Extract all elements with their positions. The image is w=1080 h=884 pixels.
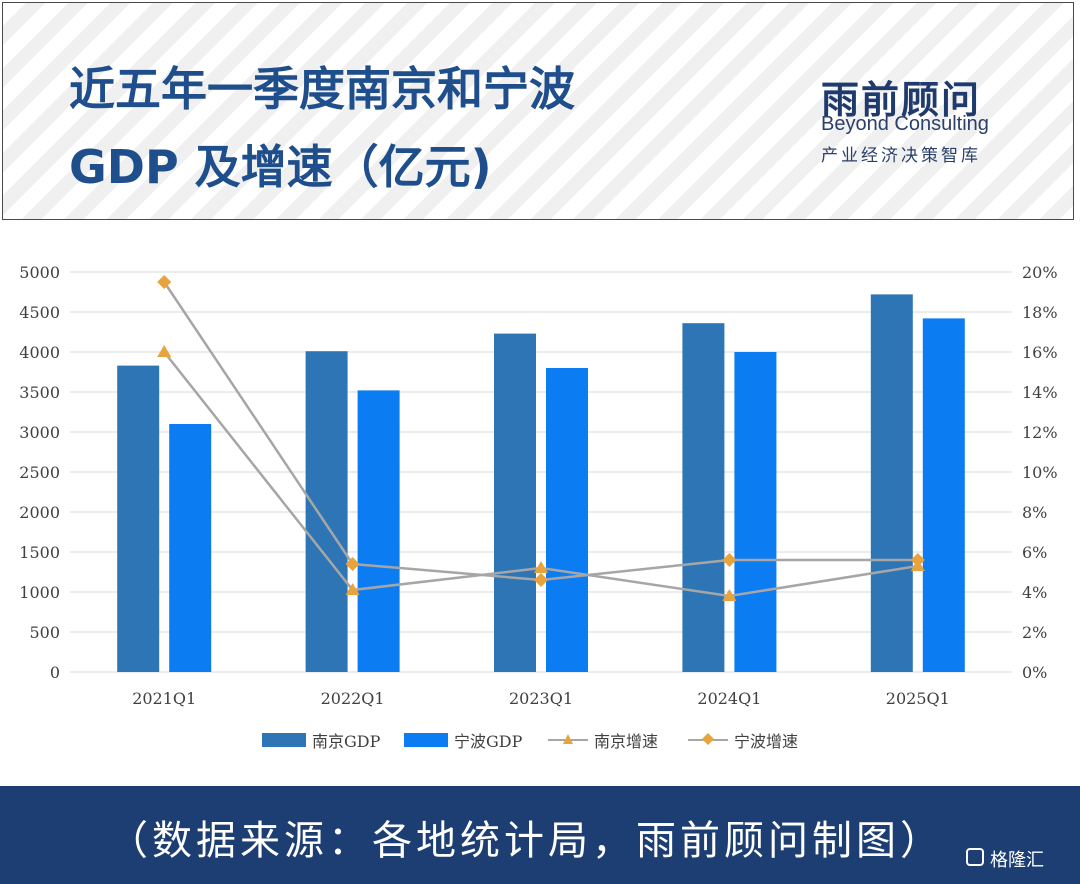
legend-item-nanjing-gdp: 南京GDP	[262, 728, 380, 752]
y-left-tick-label: 0	[50, 663, 60, 682]
marker-nanjing-growth	[722, 589, 737, 601]
marker-ningbo-growth	[157, 275, 172, 289]
marker-ningbo-growth	[534, 573, 548, 587]
marker-ningbo-growth	[910, 553, 925, 567]
footer-banner: （数据来源：各地统计局，雨前顾问制图） 格隆汇	[0, 786, 1080, 884]
marker-nanjing-growth	[345, 583, 360, 595]
y-right-tick-label: 8%	[1022, 503, 1047, 522]
chart-title-line2: GDP 及增速（亿元)	[69, 140, 492, 194]
legend-label-ningbo-growth: 宁波增速	[734, 732, 799, 751]
line-ningbo-growth	[163, 281, 918, 582]
y-right-tick-label: 2%	[1022, 623, 1047, 642]
y-left-tick-label: 1500	[19, 543, 60, 562]
brand-logo-cn: 雨前顾问	[821, 77, 982, 122]
y-left-tick-label: 2000	[19, 503, 60, 522]
y-right-tick-label: 4%	[1022, 583, 1047, 602]
brand-tagline: 产业经济决策智库	[821, 146, 981, 166]
y-left-tick-label: 1000	[19, 583, 60, 602]
header-panel: 近五年一季度南京和宁波 GDP 及增速（亿元) 雨前顾问 Beyond Cons…	[2, 2, 1074, 220]
y-right-tick-label: 16%	[1022, 343, 1058, 362]
bar-ningbo-gdp	[734, 352, 777, 672]
y-left-tick-label: 500	[29, 623, 60, 642]
legend-line-ningbo-growth	[688, 733, 728, 747]
y-right-tick-label: 0%	[1022, 663, 1047, 682]
legend-label-ningbo-gdp: 宁波GDP	[454, 732, 523, 751]
y-left-tick-label: 3000	[19, 423, 60, 442]
x-tick-label: 2022Q1	[321, 689, 385, 708]
legend-item-ningbo-growth: 宁波增速	[688, 728, 798, 752]
y-right-tick-label: 20%	[1022, 263, 1058, 282]
legend-swatch-ningbo-gdp	[404, 733, 448, 747]
diamond-marker-icon	[702, 733, 714, 745]
marker-nanjing-growth	[534, 561, 548, 573]
bar-nanjing-gdp	[682, 323, 725, 672]
marker-ningbo-growth	[345, 557, 360, 571]
triangle-marker-icon	[563, 734, 573, 744]
bar-nanjing-gdp	[494, 333, 536, 672]
x-tick-label: 2021Q1	[132, 689, 196, 708]
legend-item-ningbo-gdp: 宁波GDP	[404, 728, 522, 752]
chart-legend: 南京GDP 宁波GDP 南京增速 宁波增速	[0, 728, 1080, 752]
bar-ningbo-gdp	[546, 368, 588, 672]
gelonghui-logo-icon	[966, 848, 984, 866]
y-right-tick-label: 12%	[1022, 423, 1058, 442]
legend-swatch-nanjing-gdp	[262, 733, 306, 747]
y-left-tick-label: 5000	[19, 263, 60, 282]
marker-nanjing-growth	[157, 345, 172, 357]
legend-item-nanjing-growth: 南京增速	[548, 728, 658, 752]
legend-label-nanjing-growth: 南京增速	[594, 732, 659, 751]
y-left-tick-label: 4500	[19, 303, 60, 322]
x-tick-label: 2023Q1	[509, 689, 573, 708]
y-right-tick-label: 18%	[1022, 303, 1058, 322]
y-left-tick-label: 4000	[19, 343, 60, 362]
legend-line-nanjing-growth	[548, 733, 588, 747]
marker-ningbo-growth	[722, 553, 737, 567]
watermark-logo-text: 格隆汇	[990, 850, 1044, 871]
y-left-tick-label: 3500	[19, 383, 60, 402]
y-right-tick-label: 10%	[1022, 463, 1058, 482]
gdp-chart: 0 0% 500 2% 1000 4% 1500 6% 2000 8% 2500 10% 3000 12%…	[19, 263, 1058, 708]
bar-nanjing-gdp	[305, 351, 348, 672]
bar-nanjing-gdp	[870, 294, 913, 672]
x-tick-label: 2024Q1	[697, 689, 761, 708]
bar-ningbo-gdp	[169, 424, 212, 672]
bar-ningbo-gdp	[922, 318, 965, 672]
data-source-note: （数据来源：各地统计局，雨前顾问制图）	[108, 818, 944, 864]
chart-title-line1: 近五年一季度南京和宁波	[69, 62, 575, 116]
brand-logo-en: Beyond Consulting	[821, 113, 989, 135]
y-right-tick-label: 6%	[1022, 543, 1047, 562]
bar-nanjing-gdp	[117, 365, 160, 672]
bar-ningbo-gdp	[357, 390, 400, 672]
x-tick-label: 2025Q1	[886, 689, 950, 708]
legend-label-nanjing-gdp: 南京GDP	[312, 732, 381, 751]
y-left-tick-label: 2500	[19, 463, 60, 482]
y-right-tick-label: 14%	[1022, 383, 1058, 402]
